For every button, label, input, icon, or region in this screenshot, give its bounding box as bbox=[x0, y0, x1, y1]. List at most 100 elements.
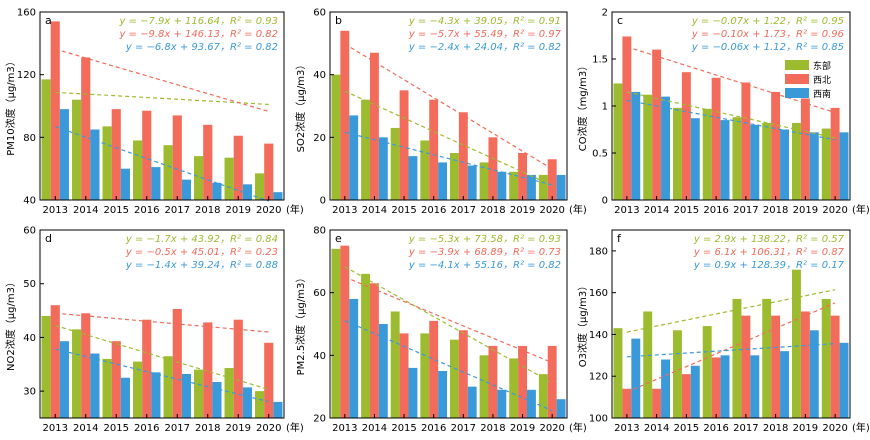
x-unit-label: (年) bbox=[569, 421, 587, 434]
bar-east-2019 bbox=[224, 157, 234, 200]
bar-northwest-2013 bbox=[340, 30, 350, 200]
x-tick-label: 2019 bbox=[793, 205, 818, 216]
bar-east-2020 bbox=[821, 128, 831, 200]
bar-southwest-2017 bbox=[467, 386, 477, 418]
y-tick-label: 160 bbox=[17, 8, 36, 19]
bar-northwest-2019 bbox=[800, 311, 810, 418]
bar-northwest-2015 bbox=[111, 341, 121, 418]
bar-northwest-2019 bbox=[518, 345, 528, 418]
panel-f: 100 120 140 160 180 2013 2014 2015 2016 2017 2018 2… bbox=[576, 229, 870, 434]
bar-east-2018 bbox=[762, 298, 772, 418]
y-tick-label: 80 bbox=[313, 226, 326, 237]
bar-southwest-2017 bbox=[750, 124, 760, 200]
bar-east-2013 bbox=[331, 74, 341, 200]
bar-northwest-2018 bbox=[771, 315, 781, 418]
bar-northwest-2019 bbox=[518, 153, 528, 200]
y-tick-label: 60 bbox=[313, 8, 326, 19]
bar-southwest-2013 bbox=[349, 298, 359, 418]
bar-east-2018 bbox=[194, 156, 204, 200]
bar-southwest-2016 bbox=[438, 371, 448, 418]
bar-northwest-2019 bbox=[233, 135, 243, 200]
bar-northwest-2016 bbox=[711, 77, 721, 200]
x-tick-label: 2015 bbox=[674, 205, 699, 216]
plot-frame bbox=[39, 11, 285, 201]
bar-southwest-2014 bbox=[90, 129, 100, 200]
bar-east-2014 bbox=[361, 99, 370, 200]
bar-east-2020 bbox=[538, 374, 548, 418]
bar-southwest-2015 bbox=[408, 367, 418, 418]
x-tick-label: 2018 bbox=[763, 205, 788, 216]
bar-east-2014 bbox=[72, 99, 82, 200]
bar-northwest-2016 bbox=[142, 319, 152, 418]
bar-southwest-2015 bbox=[690, 365, 700, 418]
bar-southwest-2020 bbox=[839, 342, 849, 418]
bar-northwest-2018 bbox=[488, 137, 498, 200]
bar-east-2014 bbox=[72, 329, 82, 418]
x-tick-label: 2018 bbox=[195, 205, 220, 216]
bar-east-2016 bbox=[420, 140, 430, 200]
x-tick-label: 2016 bbox=[421, 423, 446, 434]
bar-east-2015 bbox=[102, 358, 112, 418]
trendline-northwest bbox=[344, 276, 553, 364]
bar-southwest-2018 bbox=[497, 171, 507, 200]
bar-northwest-2014 bbox=[369, 52, 379, 201]
bar-northwest-2018 bbox=[203, 124, 213, 200]
x-tick-label: 2016 bbox=[134, 423, 159, 434]
y-tick-label: 30 bbox=[23, 387, 36, 398]
y-tick-label: 80 bbox=[23, 133, 36, 144]
x-tick-label: 2016 bbox=[703, 423, 728, 434]
trendline-northwest bbox=[55, 312, 269, 333]
bar-southwest-2014 bbox=[378, 137, 388, 200]
bar-southwest-2016 bbox=[151, 167, 161, 200]
x-unit-label: (年) bbox=[569, 203, 587, 216]
bar-northwest-2014 bbox=[369, 283, 379, 418]
x-tick-label: 2019 bbox=[226, 423, 251, 434]
panel-d: 30 40 50 60 2013 2014 2015 2016 2017 2018 2019 2020… bbox=[4, 226, 304, 435]
regression-equation-northwest: y = 6.1x + 106.31，R² = 0.87 bbox=[693, 247, 845, 258]
bar-southwest-2017 bbox=[181, 179, 191, 200]
bar-northwest-2017 bbox=[741, 82, 751, 200]
bar-northwest-2015 bbox=[111, 109, 121, 200]
x-tick-label: 2018 bbox=[480, 423, 505, 434]
bar-northwest-2018 bbox=[488, 345, 498, 418]
regression-equation-east: y = 2.9x + 138.22，R² = 0.57 bbox=[693, 234, 845, 245]
bar-southwest-2015 bbox=[690, 118, 700, 200]
bar-northwest-2017 bbox=[172, 115, 182, 200]
x-tick-label: 2020 bbox=[822, 423, 847, 434]
trendline-northwest bbox=[626, 302, 836, 393]
bar-southwest-2017 bbox=[181, 373, 191, 418]
bar-east-2019 bbox=[509, 171, 519, 200]
bar-east-2019 bbox=[791, 269, 801, 418]
panel-b: 0 20 40 60 2013 2014 2015 2016 2017 2018 2019 2020 (… bbox=[294, 8, 587, 217]
bar-southwest-2019 bbox=[809, 330, 819, 418]
bar-east-2016 bbox=[702, 326, 712, 418]
bar-east-2013 bbox=[613, 328, 623, 418]
bar-northwest-2014 bbox=[81, 57, 91, 201]
bar-northwest-2013 bbox=[50, 21, 60, 201]
bar-southwest-2020 bbox=[556, 174, 566, 200]
bar-east-2020 bbox=[255, 391, 265, 418]
trendline-east bbox=[344, 90, 553, 186]
regression-equation-southwest: y = −4.1x + 55.16，R² = 0.82 bbox=[408, 260, 561, 271]
bar-east-2016 bbox=[133, 361, 143, 418]
bar-northwest-2017 bbox=[458, 112, 468, 200]
bar-southwest-2020 bbox=[839, 132, 849, 200]
regression-equation-northwest: y = −0.10x + 1.73，R² = 0.96 bbox=[691, 29, 844, 40]
bar-southwest-2015 bbox=[120, 377, 130, 418]
plot-frame bbox=[329, 11, 568, 201]
bar-southwest-2017 bbox=[750, 355, 760, 418]
bar-southwest-2014 bbox=[661, 96, 671, 200]
y-tick-label: 140 bbox=[589, 330, 608, 341]
trendline-southwest bbox=[55, 126, 269, 202]
x-tick-label: 2019 bbox=[510, 205, 535, 216]
bar-east-2018 bbox=[762, 122, 772, 200]
x-tick-label: 2014 bbox=[362, 423, 387, 434]
plot-frame bbox=[611, 229, 851, 419]
bar-east-2017 bbox=[732, 117, 742, 200]
legend-swatch-northwest bbox=[785, 74, 809, 84]
x-tick-label: 2015 bbox=[391, 205, 416, 216]
bar-southwest-2014 bbox=[661, 359, 671, 418]
x-tick-label: 2013 bbox=[614, 423, 639, 434]
x-tick-label: 2017 bbox=[451, 423, 476, 434]
